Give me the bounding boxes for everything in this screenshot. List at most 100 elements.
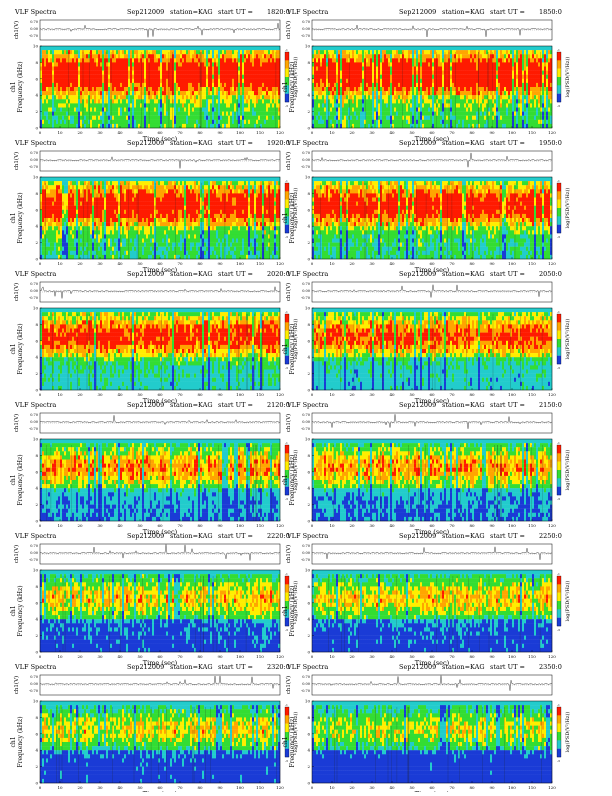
time-tick-label: 20	[77, 261, 83, 266]
panel-start-ut: 2050:0	[539, 270, 562, 278]
freq-tick-label: 2	[35, 764, 38, 769]
timeseries-tick: 0.70	[302, 282, 310, 286]
time-tick-label: 80	[197, 523, 203, 528]
timeseries-tick: 0.00	[302, 682, 310, 686]
time-tick-label: 70	[449, 785, 455, 790]
freq-tick-label: 2	[35, 502, 38, 507]
time-tick-label: 110	[528, 654, 536, 659]
freq-tick-label: 4	[35, 486, 38, 491]
panel-station: station=KAG	[170, 663, 213, 671]
spectrogram-channel-label: ch1	[282, 81, 289, 92]
time-tick-label: 90	[217, 261, 223, 266]
time-tick-label: 0	[311, 130, 314, 135]
time-tick-label: 20	[77, 130, 83, 135]
freq-tick-label: 6	[307, 76, 310, 81]
time-tick-label: 120	[276, 523, 284, 528]
timeseries-tick: -0.70	[301, 427, 310, 431]
spectrogram-heatmap	[40, 308, 280, 390]
colorbar-segment	[557, 216, 561, 225]
freq-tick-label: 6	[307, 469, 310, 474]
panel-start-label: start UT =	[218, 663, 253, 671]
colorbar-segment	[557, 609, 561, 618]
time-tick-label: 110	[528, 523, 536, 528]
time-tick-label: 0	[39, 392, 42, 397]
spectrogram-ylabel: Frequency (kHz)	[289, 61, 296, 112]
freq-tick-label: 2	[35, 371, 38, 376]
time-tick-label: 100	[236, 392, 244, 397]
time-tick-label: 80	[197, 261, 203, 266]
colorbar-segment	[285, 445, 289, 454]
colorbar-max-label: -1	[557, 310, 560, 314]
panel-start-label: start UT =	[490, 270, 525, 278]
timeseries-tick: -0.70	[301, 689, 310, 693]
panel-start-label: start UT =	[490, 401, 525, 409]
colorbar-max-label: -1	[557, 48, 560, 52]
freq-tick-label: 8	[307, 715, 310, 720]
colorbar-label: log(PSD(V²/Hz))	[564, 581, 571, 622]
spectrogram-ylabel: Frequency (kHz)	[17, 192, 24, 243]
time-tick-label: 100	[508, 785, 516, 790]
timeseries-tick: -0.70	[29, 427, 38, 431]
colorbar-label: log(PSD(V²/Hz))	[564, 450, 571, 491]
freq-tick-label: 2	[307, 240, 310, 245]
panel-start-ut: 1950:0	[539, 139, 562, 147]
colorbar-max-label: -1	[557, 703, 560, 707]
time-tick-label: 110	[528, 261, 536, 266]
spectrogram-heatmap	[40, 701, 280, 783]
time-tick-label: 10	[329, 130, 335, 135]
time-tick-label: 40	[117, 654, 123, 659]
spectrogram-heatmap	[312, 308, 552, 390]
time-tick-label: 30	[369, 392, 375, 397]
timeseries-tick: -0.70	[301, 34, 310, 38]
spectrogram-ylabel: Frequency (kHz)	[289, 585, 296, 636]
colorbar-segment	[557, 191, 561, 200]
spectrogram-channel-label: ch1	[10, 212, 17, 223]
colorbar-max-label: -1	[285, 703, 288, 707]
colorbar-max-label: -1	[557, 441, 560, 445]
time-tick-label: 110	[256, 261, 264, 266]
freq-tick-label: 10	[305, 699, 311, 704]
panel-title: VLF Spectra	[286, 663, 328, 671]
colorbar-segment	[285, 183, 289, 192]
time-tick-label: 10	[329, 785, 335, 790]
time-tick-label: 100	[236, 654, 244, 659]
timeseries-tick: 0.00	[30, 289, 38, 293]
colorbar-segment	[557, 462, 561, 471]
panel-date: Sep212009	[399, 8, 436, 16]
colorbar-segment	[557, 331, 561, 340]
colorbar-segment	[557, 225, 561, 234]
freq-tick-label: 2	[307, 633, 310, 638]
freq-tick-label: 10	[33, 44, 39, 49]
freq-tick-label: 6	[35, 731, 38, 736]
panel-date: Sep212009	[127, 270, 164, 278]
timeseries-ylabel: ch1(V)	[13, 414, 20, 432]
timeseries-tick: 0.70	[302, 544, 310, 548]
freq-tick-label: 10	[33, 175, 39, 180]
time-tick-label: 0	[311, 261, 314, 266]
freq-tick-label: 6	[35, 600, 38, 605]
timeseries-tick: 0.00	[30, 682, 38, 686]
time-tick-label: 80	[469, 130, 475, 135]
timeseries-tick: -0.70	[29, 34, 38, 38]
timeseries-ylabel: ch1(V)	[13, 545, 20, 563]
time-tick-label: 30	[369, 654, 375, 659]
time-tick-label: 70	[449, 523, 455, 528]
time-tick-label: 100	[508, 654, 516, 659]
time-tick-label: 10	[329, 261, 335, 266]
time-tick-label: 10	[57, 654, 63, 659]
panel-start-label: start UT =	[490, 8, 525, 16]
freq-tick-label: 8	[307, 191, 310, 196]
colorbar-segment	[557, 94, 561, 103]
freq-tick-label: 8	[35, 453, 38, 458]
panel-start-label: start UT =	[490, 532, 525, 540]
panel-title: VLF Spectra	[286, 532, 328, 540]
time-tick-label: 0	[311, 523, 314, 528]
panel-date: Sep212009	[127, 401, 164, 409]
colorbar-segment	[557, 52, 561, 61]
spectrogram-ylabel: Frequency (kHz)	[289, 323, 296, 374]
